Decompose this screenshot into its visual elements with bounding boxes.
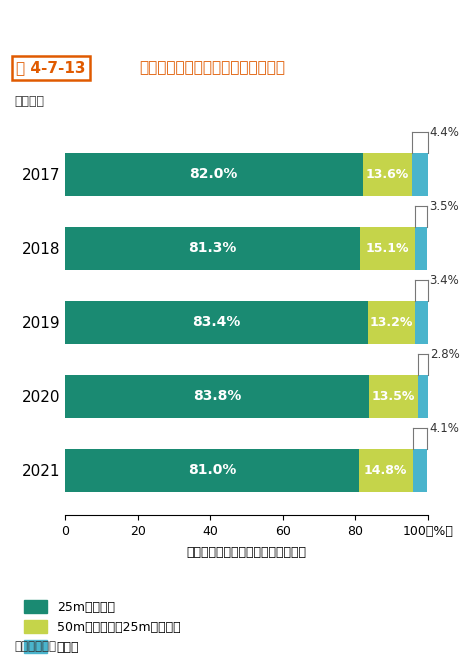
Bar [412,449,427,492]
Bar [65,375,369,418]
Text: 新幹線鉄道沿線における住居の状況: 新幹線鉄道沿線における住居の状況 [140,61,286,75]
Bar [412,153,428,196]
Bar [360,227,415,270]
Text: 82.0%: 82.0% [190,168,238,182]
Bar [65,301,368,344]
Bar [359,449,412,492]
Text: 83.8%: 83.8% [193,389,241,403]
Text: 図 4-7-13: 図 4-7-13 [16,61,86,75]
Text: 15.1%: 15.1% [365,242,409,255]
Text: 83.4%: 83.4% [192,315,240,329]
Bar [65,449,359,492]
Text: 2.8%: 2.8% [430,348,460,360]
Bar [415,227,427,270]
Text: 4.1%: 4.1% [429,422,459,435]
X-axis label: 全測定地点における住居の立地割合: 全測定地点における住居の立地割合 [186,546,306,559]
Legend: 25m以内あり, 50m以内あり、25m以内なし, その他: 25m以内あり, 50m以内あり、25m以内なし, その他 [24,600,180,653]
Text: 3.4%: 3.4% [430,274,459,286]
Bar [65,227,360,270]
Bar [65,153,363,196]
Text: 資料：環境省: 資料：環境省 [14,640,56,653]
Text: 3.5%: 3.5% [429,199,459,213]
Bar [418,375,428,418]
Text: 4.4%: 4.4% [430,125,459,139]
Bar [368,301,415,344]
Bar [415,301,428,344]
Text: 13.6%: 13.6% [365,168,409,181]
Bar [363,153,412,196]
Text: 81.3%: 81.3% [188,242,237,255]
Text: 81.0%: 81.0% [188,463,236,477]
Text: （年度）: （年度） [14,94,44,108]
Text: 13.5%: 13.5% [372,390,415,403]
Bar [369,375,418,418]
Text: 13.2%: 13.2% [370,316,413,329]
Text: 14.8%: 14.8% [364,464,407,477]
